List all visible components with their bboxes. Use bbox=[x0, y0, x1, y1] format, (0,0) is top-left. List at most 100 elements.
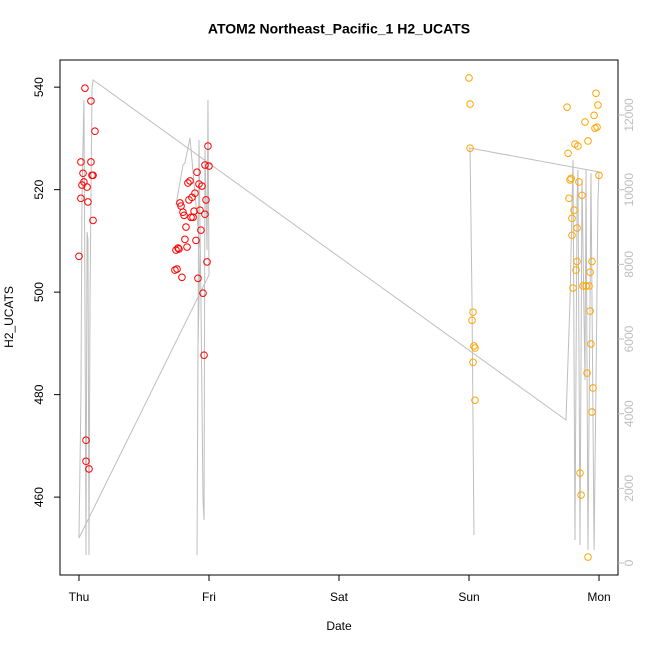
point bbox=[466, 100, 474, 108]
point bbox=[87, 97, 95, 105]
x-tick-label: Mon bbox=[587, 590, 610, 604]
point bbox=[190, 207, 198, 215]
point bbox=[174, 244, 182, 252]
point bbox=[187, 213, 195, 222]
point bbox=[582, 282, 590, 290]
y2-tick-label: 0 bbox=[622, 559, 636, 566]
point bbox=[595, 171, 603, 180]
y2-tick-label: 10000 bbox=[622, 173, 636, 207]
x-tick-label: Fri bbox=[202, 590, 216, 604]
point bbox=[176, 199, 184, 207]
point bbox=[568, 231, 576, 240]
point bbox=[204, 142, 212, 150]
point bbox=[82, 457, 90, 466]
point bbox=[575, 178, 583, 186]
point bbox=[183, 243, 191, 251]
point bbox=[588, 408, 596, 416]
point bbox=[81, 84, 89, 92]
point bbox=[203, 258, 211, 266]
point bbox=[193, 168, 201, 177]
point bbox=[197, 226, 205, 234]
point bbox=[89, 216, 97, 225]
point bbox=[200, 351, 208, 359]
point bbox=[573, 257, 581, 266]
point bbox=[572, 266, 580, 274]
point bbox=[87, 158, 95, 166]
y-tick-label: 500 bbox=[32, 282, 46, 302]
point bbox=[570, 206, 578, 214]
altitude-line bbox=[78, 78, 600, 556]
point bbox=[196, 206, 204, 214]
point bbox=[91, 127, 99, 136]
point bbox=[577, 491, 585, 499]
point bbox=[205, 162, 213, 170]
point bbox=[198, 182, 206, 190]
point bbox=[82, 436, 90, 445]
point bbox=[583, 369, 591, 377]
point bbox=[574, 142, 582, 150]
point bbox=[567, 174, 575, 183]
point bbox=[199, 289, 207, 297]
y2-tick-label: 12000 bbox=[622, 98, 636, 132]
x-tick-label: Sun bbox=[458, 590, 479, 604]
point bbox=[469, 308, 477, 316]
point bbox=[564, 149, 572, 158]
y-tick-label: 540 bbox=[32, 77, 46, 97]
point bbox=[175, 245, 183, 253]
point bbox=[83, 183, 91, 191]
plot-frame bbox=[59, 59, 619, 576]
point bbox=[184, 179, 192, 187]
chart-title: ATOM2 Northeast_Pacific_1 H2_UCATS bbox=[208, 21, 470, 37]
point bbox=[77, 158, 85, 166]
point bbox=[469, 358, 477, 367]
y2-tick-label: 4000 bbox=[622, 400, 636, 427]
point bbox=[586, 307, 594, 315]
point bbox=[576, 469, 584, 477]
point bbox=[588, 257, 596, 266]
point bbox=[565, 194, 573, 203]
point bbox=[568, 214, 576, 223]
point bbox=[75, 252, 83, 261]
x-axis-title: Date bbox=[326, 619, 352, 633]
point bbox=[173, 265, 181, 273]
point bbox=[191, 189, 199, 198]
point bbox=[471, 344, 479, 352]
point bbox=[586, 268, 594, 276]
point bbox=[593, 123, 601, 131]
y-tick-label: 480 bbox=[32, 384, 46, 404]
point bbox=[468, 316, 476, 325]
point bbox=[85, 465, 93, 473]
point bbox=[79, 169, 87, 178]
point bbox=[201, 210, 209, 219]
point bbox=[181, 235, 189, 244]
point bbox=[465, 74, 473, 82]
point bbox=[584, 137, 592, 145]
point bbox=[192, 236, 200, 245]
point bbox=[594, 101, 602, 109]
point bbox=[590, 111, 598, 120]
y2-tick-label: 8000 bbox=[622, 251, 636, 278]
point bbox=[186, 177, 194, 185]
point bbox=[89, 171, 97, 180]
y2-tick-label: 6000 bbox=[622, 325, 636, 352]
point bbox=[569, 284, 577, 292]
point bbox=[579, 282, 587, 290]
point bbox=[179, 208, 187, 216]
point bbox=[589, 384, 597, 392]
point bbox=[566, 176, 574, 184]
point bbox=[584, 553, 592, 561]
point bbox=[178, 273, 186, 282]
point bbox=[471, 396, 479, 405]
point bbox=[84, 198, 92, 206]
y-tick-label: 460 bbox=[32, 487, 46, 507]
point bbox=[592, 89, 600, 98]
point bbox=[563, 103, 571, 111]
point bbox=[202, 196, 210, 204]
point bbox=[581, 118, 589, 126]
y-axis-title: H2_UCATS bbox=[2, 286, 16, 348]
point bbox=[585, 282, 593, 290]
y-tick-label: 520 bbox=[32, 179, 46, 199]
point bbox=[180, 211, 188, 220]
